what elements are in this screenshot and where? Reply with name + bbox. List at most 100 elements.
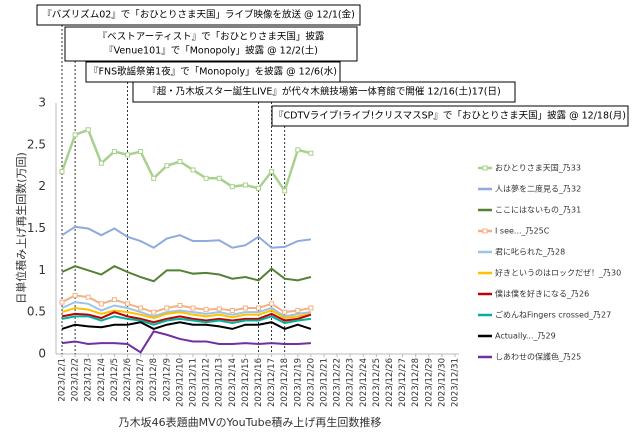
annotation-text: 『CDTVライブ!ライブ!クリスマスSP』で「おひとりさま天国」披露 @ 12/…	[274, 110, 626, 122]
point-marker	[72, 292, 78, 298]
x-tick-label: 2023/12/9	[162, 358, 172, 402]
x-tick-label: 2023/12/19	[293, 358, 303, 407]
annotation-text: 『FNS歌謡祭第1夜』で「Monopoly」を披露 @ 12/6(水)	[89, 66, 337, 78]
legend-marker	[482, 165, 488, 171]
legend-label: おひとりさま天国_乃33	[495, 164, 581, 173]
y-tick-label: 1	[38, 263, 46, 277]
point-marker	[242, 305, 248, 311]
legend-marker	[482, 228, 488, 234]
x-tick-label: 2023/12/12	[202, 358, 212, 407]
x-tick-label: 2023/12/6	[123, 358, 133, 402]
point-marker	[282, 309, 288, 315]
x-tick-label: 2023/12/20	[306, 358, 316, 407]
x-tick-label: 2023/12/29	[424, 358, 434, 407]
point-marker	[85, 294, 91, 300]
point-marker	[98, 301, 104, 307]
point-marker	[190, 167, 196, 173]
point-marker	[203, 307, 209, 313]
x-tick-label: 2023/12/5	[110, 358, 120, 402]
point-marker	[229, 184, 235, 190]
series-line	[60, 128, 312, 194]
point-marker	[256, 305, 261, 311]
legend-label: 人は夢を二度見る_乃32	[495, 184, 581, 194]
x-tick-label: 2023/12/7	[136, 358, 146, 402]
point-marker	[125, 152, 130, 158]
x-tick-label: 2023/12/11	[189, 358, 199, 407]
point-marker	[308, 305, 314, 311]
point-marker	[216, 175, 222, 181]
y-tick-label: 2.5	[27, 137, 46, 151]
point-marker	[111, 149, 117, 155]
point-marker	[295, 307, 301, 313]
x-tick-label: 2023/12/24	[359, 358, 369, 407]
annotation-text: 『バズリズム02』で「おひとりさま天国」ライブ映像を放送 @ 12/1(金)	[42, 9, 355, 21]
point-marker	[177, 159, 183, 165]
point-marker	[282, 188, 288, 194]
point-marker	[85, 127, 91, 133]
point-marker	[269, 169, 275, 175]
x-tick-label: 2023/12/10	[175, 358, 185, 407]
annotation-box	[271, 105, 629, 127]
series-line	[61, 225, 312, 249]
point-marker	[308, 150, 314, 156]
x-tick-label: 2023/12/30	[437, 358, 447, 407]
point-marker	[138, 149, 144, 155]
point-marker	[98, 160, 104, 166]
legend-label: ごめんねFingers crossed_乃27	[495, 310, 611, 320]
series-line	[61, 330, 311, 354]
point-marker	[59, 299, 65, 305]
point-marker	[59, 169, 65, 175]
annotation-box	[64, 26, 358, 62]
series-line	[61, 306, 312, 320]
point-marker	[151, 309, 157, 315]
x-tick-label: 2023/12/27	[398, 358, 408, 407]
annotation-text: 『ベストアーティスト』で「おひとりさま天国」披露	[98, 31, 325, 43]
point-marker	[216, 306, 222, 312]
annotation-box	[36, 4, 361, 26]
legend-label: ここにはないもの_乃31	[495, 206, 581, 215]
legend-label: I see..._乃25C	[495, 227, 550, 236]
annotation-box	[132, 81, 516, 103]
point-marker	[203, 175, 209, 181]
x-tick-label: 2023/12/18	[280, 358, 290, 407]
x-tick-label: 2023/12/26	[385, 358, 395, 407]
legend-label: しあわせの保護色_乃25	[495, 352, 581, 362]
x-tick-label: 2023/12/21	[320, 358, 330, 407]
point-marker	[72, 132, 78, 138]
y-tick-label: 0.5	[27, 305, 46, 319]
x-tick-label: 2023/12/13	[215, 358, 225, 407]
point-marker	[125, 301, 130, 307]
series-line	[61, 265, 312, 283]
y-tick-label: 0	[38, 347, 46, 361]
point-marker	[190, 305, 196, 311]
x-tick-label: 2023/12/3	[84, 358, 94, 402]
x-tick-label: 2023/12/31	[451, 358, 461, 407]
series-line	[61, 315, 312, 326]
series-line	[61, 311, 312, 324]
x-tick-label: 2023/12/15	[241, 358, 251, 407]
legend-label: 君に叱られた_乃28	[495, 248, 565, 257]
point-marker	[138, 305, 144, 311]
x-tick-label: 2023/12/22	[333, 358, 343, 407]
point-marker	[164, 163, 170, 169]
point-marker	[295, 147, 301, 153]
point-marker	[151, 175, 157, 181]
series-line	[61, 321, 312, 330]
x-tick-label: 2023/12/16	[254, 358, 264, 407]
x-tick-label: 2023/12/4	[97, 358, 107, 402]
legend-label: 僕は僕を好きになる_乃26	[495, 289, 589, 299]
y-axis-label: 日単位積み上げ再生回数(万回)	[14, 152, 28, 304]
series-line	[61, 301, 312, 318]
x-tick-label: 2023/12/25	[372, 358, 382, 407]
annotation-text: 『超・乃木坂スター誕生LIVE』が代々木競技場第一体育館で開催 12/16(土)…	[147, 86, 500, 98]
chart-title: 乃木坂46表題曲MVのYouTube積み上げ再生回数推移	[119, 415, 382, 429]
point-marker	[229, 307, 235, 313]
x-tick-label: 2023/12/17	[267, 358, 277, 407]
legend-label: Actually..._乃29	[495, 332, 556, 341]
point-marker	[177, 302, 183, 308]
x-tick-label: 2023/12/14	[228, 358, 238, 407]
x-tick-label: 2023/12/2	[71, 358, 81, 402]
point-marker	[256, 185, 261, 191]
legend-label: 好きというのはロックだぜ！_乃30	[495, 268, 621, 278]
